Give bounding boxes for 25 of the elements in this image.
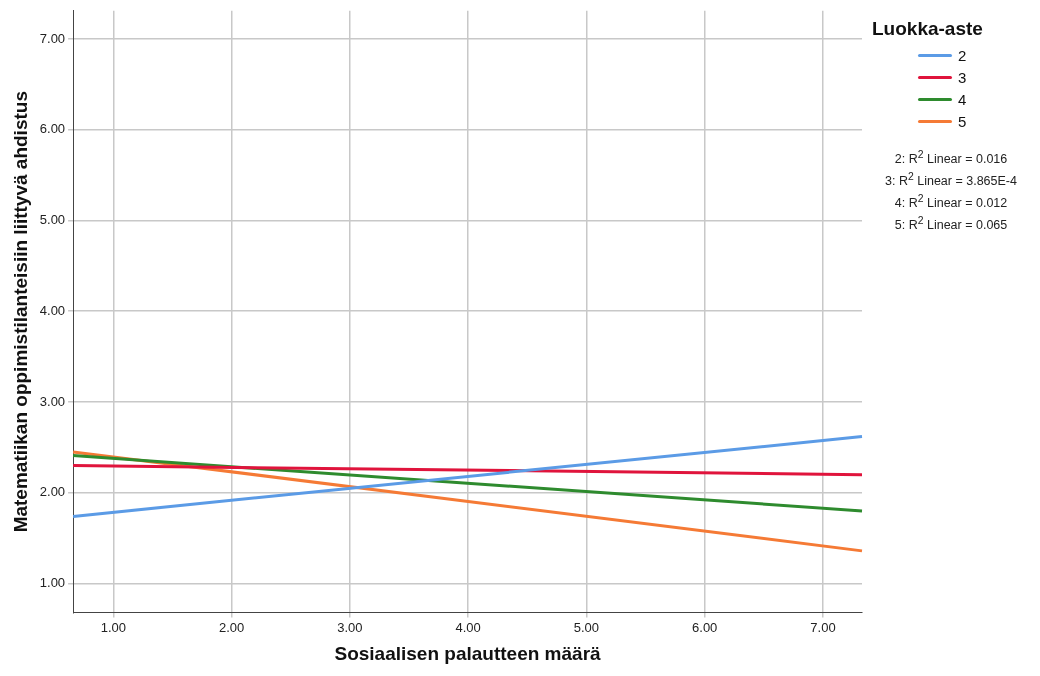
x-tick-label: 6.00	[692, 619, 718, 635]
y-tick-label: 1.00	[39, 575, 66, 591]
legend-label: 5	[958, 112, 967, 130]
legend-label: 4	[958, 90, 967, 108]
x-tick-label: 7.00	[810, 619, 836, 635]
y-tick-label: 3.00	[39, 393, 66, 409]
y-tick-label: 2.00	[39, 484, 66, 500]
x-tick-label: 5.00	[573, 619, 600, 635]
x-tick-label: 3.00	[337, 619, 363, 635]
legend-label: 2	[958, 46, 967, 64]
x-tick-label: 4.00	[455, 619, 481, 635]
text: 5: R$^{2}$ Linear = 0.065	[893, 214, 1009, 235]
y-tick-label: 5.00	[39, 212, 66, 228]
x-axis-title: Sosiaalisen palautteen määrä	[334, 642, 602, 664]
text: 4: R$^{2}$ Linear = 0.012	[893, 192, 1009, 213]
x-tick-label: 1.00	[100, 619, 126, 635]
text: 3: R$^{2}$ Linear = 3.865E-4	[884, 170, 1018, 191]
y-axis-title: Matematiikan oppimistilanteisiin liittyvä ahdistus	[9, 91, 31, 533]
legend-title: Luokka-aste	[872, 18, 984, 40]
y-tick-label: 6.00	[39, 121, 66, 137]
y-tick-label: 7.00	[39, 30, 66, 46]
y-tick-label: 4.00	[39, 302, 66, 318]
x-tick-label: 2.00	[218, 619, 245, 635]
legend-label: 3	[958, 68, 967, 86]
text: 2: R$^{2}$ Linear = 0.016	[893, 148, 1009, 169]
